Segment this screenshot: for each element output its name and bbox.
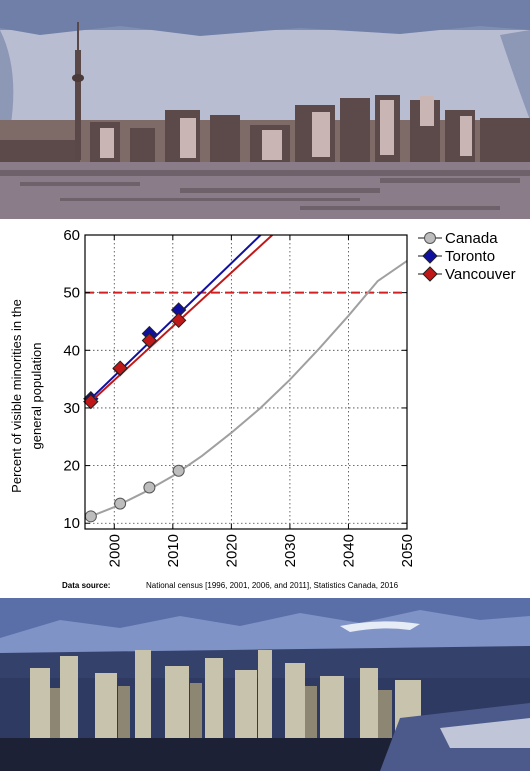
series-layer <box>83 235 407 523</box>
y-tick-label: 40 <box>63 342 80 359</box>
trend-line-canada <box>90 260 407 518</box>
y-tick-label: 50 <box>63 285 80 302</box>
data-point-canada <box>172 464 185 477</box>
x-tick-label: 2020 <box>223 534 240 567</box>
legend-label: Toronto <box>445 248 495 265</box>
legend-label: Vancouver <box>445 266 516 283</box>
y-axis-label-line-1: Percent of visible minorities in the <box>9 299 24 493</box>
y-tick-label: 30 <box>63 400 80 417</box>
legend-marker <box>424 232 436 244</box>
series-canada <box>84 260 407 523</box>
legend-item-vancouver: Vancouver <box>418 266 516 283</box>
legend-label: Canada <box>445 230 498 247</box>
y-tick-label: 10 <box>63 515 80 532</box>
legend-marker <box>422 248 438 264</box>
source-label: Data source: <box>62 581 111 590</box>
data-point-canada <box>114 497 127 510</box>
legend-item-canada: Canada <box>418 230 498 247</box>
source-text: National census [1996, 2001, 2006, and 2… <box>146 581 399 590</box>
data-point-canada <box>143 481 156 494</box>
data-point-vancouver <box>83 393 99 410</box>
toronto-skyline-image <box>0 0 530 219</box>
x-tick-label: 2050 <box>399 534 416 567</box>
data-point-vancouver <box>141 332 158 349</box>
legend-item-toronto: Toronto <box>418 248 495 265</box>
x-tick-label: 2000 <box>106 534 123 567</box>
x-tick-label: 2010 <box>165 534 182 567</box>
data-point-vancouver <box>170 312 187 329</box>
grid <box>85 234 408 529</box>
y-tick-label: 60 <box>63 227 80 244</box>
legend-marker <box>422 266 438 282</box>
plot-frame <box>84 234 408 530</box>
x-tick-label: 2030 <box>282 534 299 567</box>
y-tick-label: 20 <box>63 458 80 475</box>
vancouver-skyline-image <box>0 598 530 771</box>
data-point-canada <box>84 510 97 523</box>
data-point-vancouver <box>112 360 128 376</box>
y-axis-label-line-2: general population <box>29 343 44 450</box>
x-tick-label: 2040 <box>340 534 357 567</box>
series-vancouver <box>83 235 273 410</box>
